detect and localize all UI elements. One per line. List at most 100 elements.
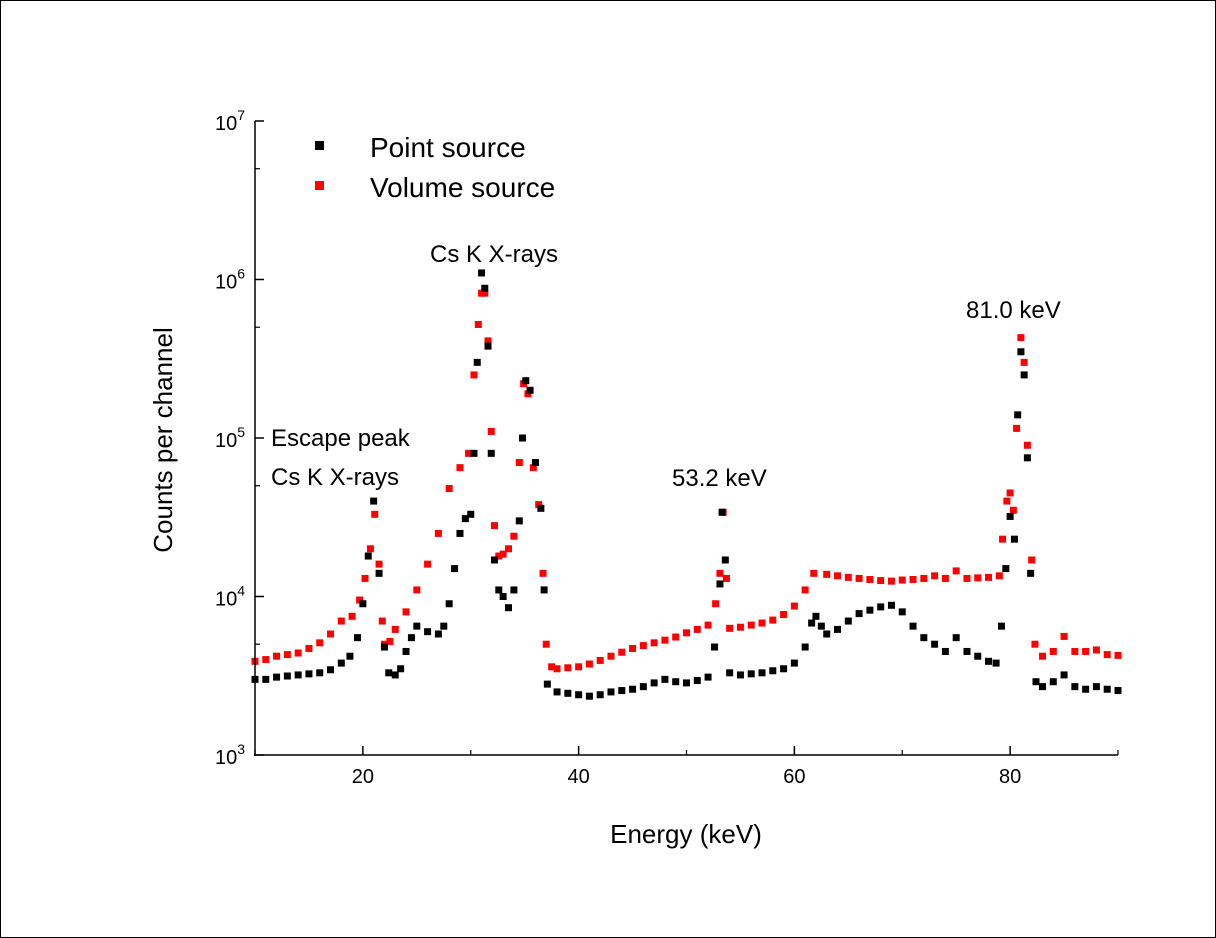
data-point xyxy=(1050,678,1057,685)
data-point xyxy=(899,608,906,615)
annotation-escape-peak-line2: Cs K X-rays xyxy=(271,464,399,491)
data-point xyxy=(769,617,776,624)
data-point xyxy=(519,435,526,442)
data-point xyxy=(385,669,392,676)
data-point xyxy=(346,653,353,660)
data-point xyxy=(379,618,386,625)
data-point xyxy=(823,630,830,637)
data-point xyxy=(446,485,453,492)
y-tick-label: 107 xyxy=(215,107,245,135)
data-point xyxy=(899,577,906,584)
data-point xyxy=(910,623,917,630)
data-point xyxy=(554,665,561,672)
data-point xyxy=(974,653,981,660)
data-point xyxy=(327,630,334,637)
data-point xyxy=(877,603,884,610)
data-point xyxy=(1017,348,1024,355)
data-point xyxy=(722,556,729,563)
data-point xyxy=(540,570,547,577)
data-point xyxy=(726,669,733,676)
data-point xyxy=(485,343,492,350)
annotation-53-2-kev: 53.2 keV xyxy=(672,465,767,492)
annotation-cs-k-xrays: Cs K X-rays xyxy=(430,241,558,268)
data-point xyxy=(705,674,712,681)
data-point xyxy=(500,593,507,600)
data-point xyxy=(544,681,551,688)
data-point xyxy=(1007,489,1014,496)
data-point xyxy=(516,459,523,466)
data-point xyxy=(661,637,668,644)
data-point xyxy=(478,269,485,276)
data-point xyxy=(651,679,658,686)
data-point xyxy=(993,660,1000,667)
data-point xyxy=(683,629,690,636)
data-point xyxy=(607,653,614,660)
data-point xyxy=(748,670,755,677)
data-point xyxy=(1115,652,1122,659)
data-point xyxy=(640,642,647,649)
data-point xyxy=(392,671,399,678)
y-axis-title: Counts per channel xyxy=(148,327,178,552)
y-tick-label: 104 xyxy=(215,583,245,611)
data-point xyxy=(273,653,280,660)
data-point xyxy=(694,677,701,684)
data-point xyxy=(780,611,787,618)
data-point xyxy=(845,574,852,581)
data-point xyxy=(470,450,477,457)
data-point xyxy=(359,600,366,607)
data-point xyxy=(338,618,345,625)
data-point xyxy=(791,660,798,667)
data-point xyxy=(834,572,841,579)
data-point xyxy=(716,580,723,587)
data-point xyxy=(273,674,280,681)
data-point xyxy=(305,670,312,677)
data-point xyxy=(1013,425,1020,432)
data-point xyxy=(397,665,404,672)
data-point xyxy=(435,630,442,637)
data-point xyxy=(403,608,410,615)
data-point xyxy=(737,624,744,631)
data-point xyxy=(1021,359,1028,366)
data-point xyxy=(510,586,517,593)
data-point xyxy=(575,663,582,670)
data-point xyxy=(440,623,447,630)
data-point xyxy=(475,321,482,328)
data-point xyxy=(618,687,625,694)
data-point xyxy=(1071,683,1078,690)
data-point xyxy=(888,602,895,609)
data-point xyxy=(953,634,960,641)
data-point xyxy=(370,498,377,505)
data-point xyxy=(1071,648,1078,655)
data-point xyxy=(856,610,863,617)
data-point xyxy=(759,669,766,676)
data-point xyxy=(1093,646,1100,653)
y-tick-label: 103 xyxy=(215,741,245,769)
data-point xyxy=(931,572,938,579)
data-point xyxy=(446,600,453,607)
data-point xyxy=(985,574,992,581)
data-point xyxy=(963,648,970,655)
data-point xyxy=(403,648,410,655)
data-point xyxy=(877,577,884,584)
x-tick-label: 20 xyxy=(352,766,374,788)
data-point xyxy=(726,625,733,632)
x-tick-label: 40 xyxy=(568,766,590,788)
legend-label-volume-source: Volume source xyxy=(370,172,555,203)
data-point xyxy=(1021,371,1028,378)
data-point xyxy=(683,679,690,686)
data-point xyxy=(262,676,269,683)
annotation-81-0-kev: 81.0 keV xyxy=(966,297,1061,324)
data-point xyxy=(723,575,730,582)
data-point xyxy=(866,607,873,614)
data-point xyxy=(942,648,949,655)
data-point xyxy=(554,688,561,695)
data-point xyxy=(392,626,399,633)
data-point xyxy=(505,604,512,611)
data-point xyxy=(1050,648,1057,655)
data-point xyxy=(985,658,992,665)
x-tick-label: 80 xyxy=(999,766,1021,788)
data-point xyxy=(802,644,809,651)
data-point xyxy=(543,641,550,648)
data-point xyxy=(1024,454,1031,461)
data-point xyxy=(491,556,498,563)
